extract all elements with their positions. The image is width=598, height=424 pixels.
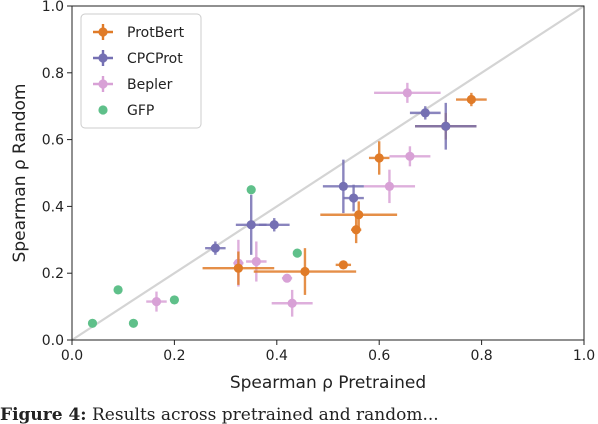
- protbert-point: [300, 266, 310, 277]
- axes-group: 0.0 0.2 0.4 0.6 0.8 1.0 0.0 0.2 0.4 0.6 0.8 1.0: [42, 0, 595, 364]
- legend-cpcprot-label: CPCProt: [127, 51, 183, 67]
- legend-bepler-marker: [98, 79, 108, 89]
- gfp-point: [292, 248, 302, 258]
- gfp-point: [246, 185, 256, 195]
- x-tick-label: 0.0: [61, 348, 83, 364]
- legend-gfp-marker: [98, 105, 108, 115]
- bepler-point: [251, 256, 261, 267]
- caption-text: Results across pretrained and random...: [91, 405, 439, 424]
- scatter-chart: 0.0 0.2 0.4 0.6 0.8 1.0 0.0 0.2 0.4 0.6 0.8 1.0 Pro…: [10, 0, 595, 393]
- caption-label: Figure 4:: [0, 405, 87, 424]
- plot-frame: [71, 5, 585, 341]
- y-tick-label: 1.0: [42, 0, 64, 15]
- legend-protbert-label: ProtBert: [127, 25, 185, 41]
- x-tick-label: 0.6: [368, 348, 390, 364]
- gfp-point: [169, 295, 179, 305]
- legend: ProtBert CPCProt Bepler GFP: [80, 13, 202, 129]
- gfp-point: [113, 285, 123, 295]
- y-tick-label: 0.0: [42, 333, 64, 349]
- legend-gfp-label: GFP: [127, 103, 154, 119]
- cpcprot-point: [210, 243, 220, 253]
- gfp-point: [128, 318, 139, 328]
- legend-bepler-label: Bepler: [127, 77, 173, 93]
- protbert-point: [351, 225, 361, 235]
- y-axis-label: Spearman ρ Random: [10, 84, 30, 263]
- x-tick-label: 1.0: [573, 348, 595, 364]
- y-tick-label: 0.6: [42, 133, 64, 149]
- x-tick-label: 0.4: [266, 348, 288, 364]
- cpcprot-point: [338, 181, 348, 191]
- x-tick-label: 0.8: [470, 348, 492, 364]
- bepler-point: [151, 296, 162, 307]
- figure-caption: Figure 4: Results across pretrained and …: [0, 405, 598, 424]
- legend-box: [80, 13, 202, 129]
- legend-cpcprot-marker: [98, 53, 108, 63]
- legend-protbert-marker: [98, 27, 108, 37]
- protbert-point: [374, 153, 384, 163]
- bepler-point: [282, 273, 292, 283]
- x-axis-label: Spearman ρ Pretrained: [230, 373, 426, 393]
- marks-group: [87, 82, 487, 328]
- bepler-point: [405, 151, 415, 161]
- protbert-point: [233, 263, 243, 273]
- diagonal-reference-line: [71, 5, 585, 341]
- y-tick-label: 0.4: [42, 199, 64, 215]
- protbert-point: [466, 94, 476, 105]
- cpcprot-point: [269, 220, 279, 230]
- y-tick-label: 0.2: [42, 266, 64, 282]
- bepler-point: [402, 88, 412, 98]
- cpcprot-point: [349, 193, 359, 203]
- cpcprot-point: [246, 220, 256, 230]
- protbert-point: [338, 260, 348, 270]
- y-tick-label: 0.8: [42, 66, 64, 82]
- bepler-point: [287, 298, 297, 308]
- bepler-point: [384, 181, 395, 191]
- cpcprot-point: [420, 108, 430, 118]
- gfp-point: [87, 318, 98, 328]
- x-tick-label: 0.2: [163, 348, 185, 364]
- cpcprot-point: [441, 121, 451, 131]
